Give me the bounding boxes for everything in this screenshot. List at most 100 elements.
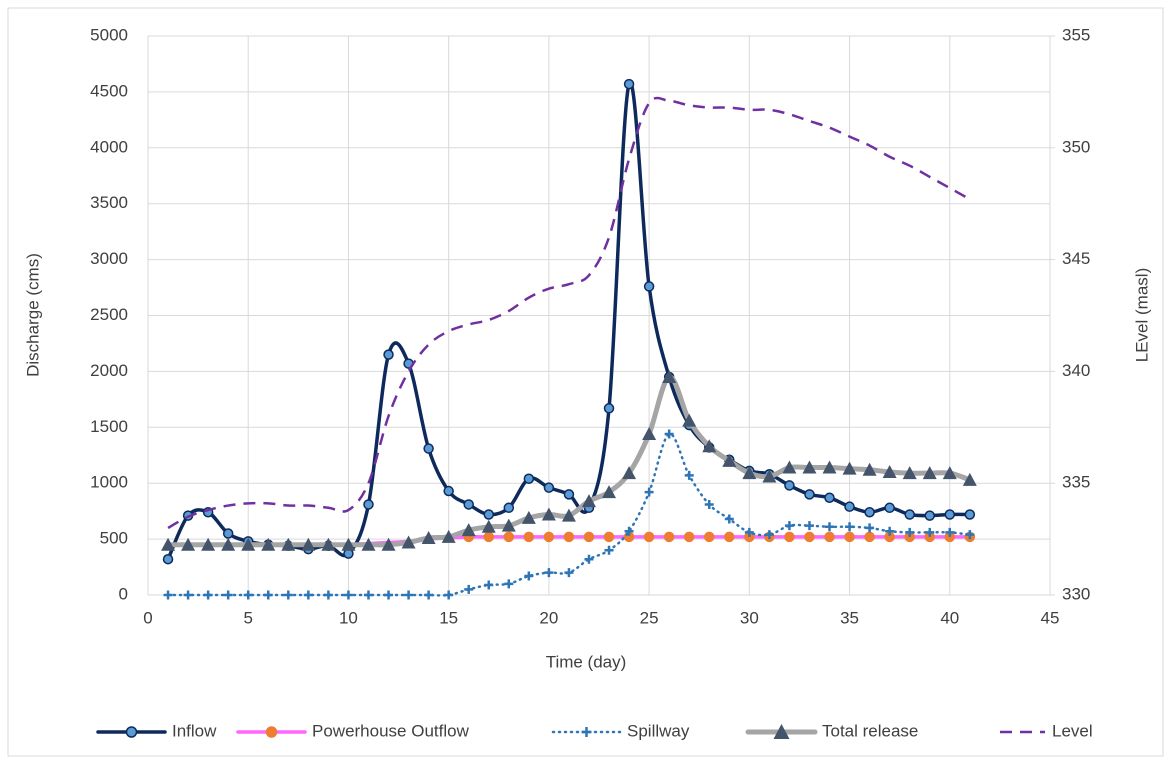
marker	[925, 527, 935, 537]
marker	[744, 527, 754, 537]
marker	[181, 537, 196, 551]
marker	[504, 579, 514, 589]
marker	[642, 427, 657, 441]
legend-marker	[125, 726, 138, 738]
marker	[864, 531, 875, 543]
marker	[363, 590, 373, 600]
marker	[804, 531, 815, 543]
y-axis-title: Discharge (cms)	[23, 253, 42, 377]
marker	[583, 531, 595, 543]
y-tick-label: 0	[119, 584, 128, 603]
x-tick-label: 0	[143, 608, 152, 627]
marker	[762, 469, 777, 483]
marker	[904, 509, 915, 520]
marker	[844, 531, 855, 543]
x-axis-title: Time (day)	[546, 652, 627, 671]
marker	[523, 531, 535, 543]
marker	[581, 494, 596, 508]
marker	[243, 590, 253, 600]
marker	[341, 537, 356, 551]
marker	[163, 590, 173, 600]
marker	[684, 470, 694, 480]
marker	[864, 507, 875, 518]
marker	[561, 508, 576, 522]
marker	[301, 537, 316, 551]
marker	[704, 499, 714, 509]
marker	[523, 473, 535, 484]
x-tick-label: 45	[1041, 608, 1060, 627]
marker	[965, 530, 975, 540]
marker	[201, 537, 216, 551]
marker	[682, 413, 697, 427]
marker	[384, 590, 394, 600]
marker	[603, 531, 615, 543]
x-tick-label: 35	[840, 608, 859, 627]
marker	[543, 531, 555, 543]
marker	[461, 523, 476, 537]
marker	[964, 509, 976, 520]
marker	[602, 485, 617, 499]
marker	[443, 485, 454, 497]
marker	[784, 480, 795, 491]
marker	[503, 531, 515, 543]
marker	[962, 472, 977, 486]
marker	[203, 590, 213, 600]
legend-label: Level	[1052, 721, 1093, 740]
y-tick-label: 1000	[90, 473, 128, 492]
marker	[902, 466, 917, 480]
marker	[724, 531, 735, 543]
marker	[303, 590, 313, 600]
marker	[722, 453, 737, 467]
x-tick-label: 30	[740, 608, 759, 627]
marker	[501, 518, 516, 532]
marker	[424, 590, 434, 600]
series-line	[167, 96, 971, 530]
marker	[724, 514, 734, 524]
x-tick-label: 40	[940, 608, 959, 627]
marker	[882, 465, 897, 479]
legend-label: Total release	[822, 721, 918, 740]
y-tick-label: 4000	[90, 137, 128, 156]
marker	[944, 509, 956, 520]
marker	[624, 526, 634, 536]
marker	[483, 531, 495, 543]
marker	[444, 590, 454, 600]
x-tick-label: 10	[339, 608, 358, 627]
y-tick-label: 1500	[90, 417, 128, 436]
marker	[802, 460, 817, 474]
y2-tick-label: 330	[1062, 584, 1090, 603]
legend-marker	[773, 724, 790, 739]
y2-tick-label: 355	[1062, 25, 1090, 44]
marker	[702, 439, 717, 453]
marker	[804, 521, 814, 531]
y-tick-label: 3000	[90, 249, 128, 268]
marker	[885, 526, 895, 536]
marker	[643, 531, 655, 543]
marker	[544, 568, 554, 578]
marker	[865, 523, 875, 533]
marker	[782, 460, 797, 474]
marker	[603, 403, 615, 414]
marker	[945, 527, 955, 537]
marker	[483, 509, 495, 520]
marker	[463, 499, 474, 510]
x-tick-label: 5	[243, 608, 252, 627]
marker	[283, 590, 293, 600]
marker	[825, 522, 835, 532]
marker	[481, 519, 496, 533]
y-tick-label: 3500	[90, 193, 128, 212]
marker	[643, 281, 655, 292]
marker	[764, 530, 774, 540]
marker	[423, 443, 434, 454]
marker	[623, 78, 635, 90]
marker	[404, 590, 414, 600]
marker	[381, 537, 396, 551]
marker	[844, 501, 855, 512]
marker	[363, 499, 374, 510]
marker	[441, 529, 456, 543]
marker	[361, 537, 376, 551]
marker	[584, 554, 594, 564]
marker	[421, 530, 436, 544]
marker	[784, 531, 795, 543]
